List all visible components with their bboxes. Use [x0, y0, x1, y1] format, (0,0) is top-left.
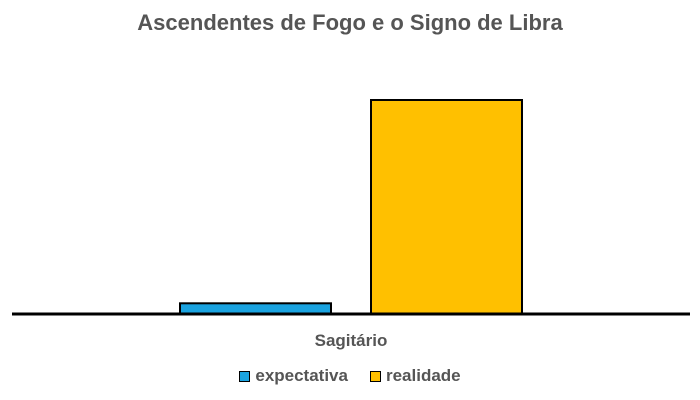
legend-swatch-realidade	[369, 370, 381, 382]
legend: expectativa realidade	[0, 366, 700, 386]
x-tick-label: Sagitário	[315, 331, 388, 350]
legend-item-expectativa: expectativa	[239, 366, 348, 386]
bar-realidade-Sagitário	[370, 99, 523, 315]
chart-title: Ascendentes de Fogo e o Signo de Libra	[137, 10, 563, 35]
bar-expectativa-Sagitário	[179, 302, 332, 315]
legend-swatch-expectativa	[239, 370, 251, 382]
legend-label-expectativa: expectativa	[255, 366, 348, 385]
legend-label-realidade: realidade	[385, 366, 461, 385]
legend-item-realidade: realidade	[369, 366, 461, 386]
